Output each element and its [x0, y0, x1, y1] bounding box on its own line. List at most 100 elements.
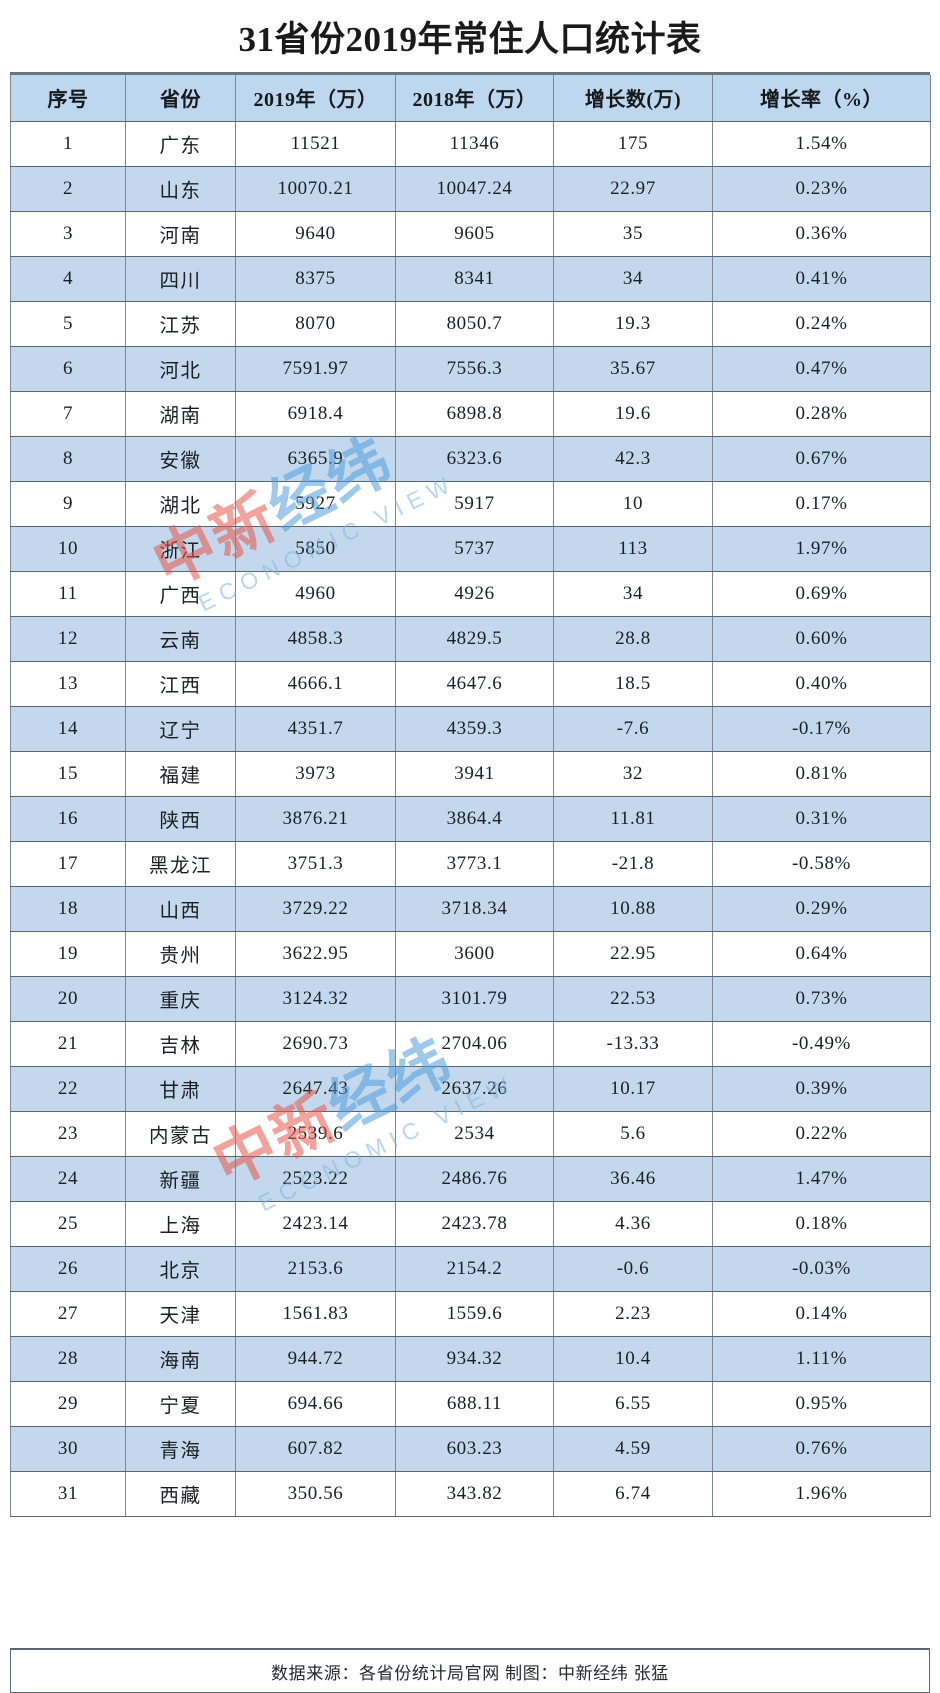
cell-province: 四川: [125, 255, 236, 302]
cell-rate: 1.11%: [712, 1335, 931, 1382]
cell-index: 31: [10, 1470, 126, 1517]
cell-2019: 4858.3: [235, 615, 396, 662]
cell-index: 21: [10, 1020, 126, 1067]
cell-growth: 6.55: [553, 1380, 713, 1427]
table-row: 11 广西 4960 4926 34 0.69%: [10, 570, 931, 617]
cell-rate: -0.17%: [712, 705, 931, 752]
table-row: 28 海南 944.72 934.32 10.4 1.11%: [10, 1335, 931, 1382]
cell-index: 22: [10, 1065, 126, 1112]
cell-2019: 4960: [235, 570, 396, 617]
cell-rate: 0.69%: [712, 570, 931, 617]
cell-index: 30: [10, 1425, 126, 1472]
table-header-row: 序号 省份 2019年（万） 2018年（万） 增长数(万) 增长率（%）: [10, 75, 931, 122]
cell-2019: 3876.21: [235, 795, 396, 842]
cell-index: 2: [10, 165, 126, 212]
cell-province: 宁夏: [125, 1380, 236, 1427]
cell-growth: -21.8: [553, 840, 713, 887]
cell-rate: 0.81%: [712, 750, 931, 797]
table-row: 19 贵州 3622.95 3600 22.95 0.64%: [10, 930, 931, 977]
cell-2018: 603.23: [395, 1425, 554, 1472]
cell-2018: 1559.6: [395, 1290, 554, 1337]
column-header-rate[interactable]: 增长率（%）: [712, 75, 931, 122]
cell-growth: 11.81: [553, 795, 713, 842]
cell-2019: 4666.1: [235, 660, 396, 707]
cell-2018: 3101.79: [395, 975, 554, 1022]
cell-2019: 5927: [235, 480, 396, 527]
cell-rate: 0.23%: [712, 165, 931, 212]
cell-growth: 4.59: [553, 1425, 713, 1472]
table-row: 24 新疆 2523.22 2486.76 36.46 1.47%: [10, 1155, 931, 1202]
cell-growth: -13.33: [553, 1020, 713, 1067]
table-row: 10 浙江 5850 5737 113 1.97%: [10, 525, 931, 572]
cell-2018: 2486.76: [395, 1155, 554, 1202]
cell-index: 20: [10, 975, 126, 1022]
cell-2018: 4829.5: [395, 615, 554, 662]
cell-2018: 11346: [395, 120, 554, 167]
cell-rate: 0.73%: [712, 975, 931, 1022]
cell-rate: 1.47%: [712, 1155, 931, 1202]
table-row: 31 西藏 350.56 343.82 6.74 1.96%: [10, 1470, 931, 1517]
cell-index: 18: [10, 885, 126, 932]
table-row: 13 江西 4666.1 4647.6 18.5 0.40%: [10, 660, 931, 707]
cell-growth: -0.6: [553, 1245, 713, 1292]
cell-rate: 0.17%: [712, 480, 931, 527]
table-row: 18 山西 3729.22 3718.34 10.88 0.29%: [10, 885, 931, 932]
table-row: 5 江苏 8070 8050.7 19.3 0.24%: [10, 300, 931, 347]
cell-province: 河北: [125, 345, 236, 392]
cell-index: 7: [10, 390, 126, 437]
cell-growth: 19.3: [553, 300, 713, 347]
cell-growth: 10.17: [553, 1065, 713, 1112]
table-row: 25 上海 2423.14 2423.78 4.36 0.18%: [10, 1200, 931, 1247]
column-header-growth[interactable]: 增长数(万): [553, 75, 713, 122]
cell-index: 13: [10, 660, 126, 707]
cell-index: 17: [10, 840, 126, 887]
cell-growth: 18.5: [553, 660, 713, 707]
cell-rate: 0.29%: [712, 885, 931, 932]
cell-2019: 2153.6: [235, 1245, 396, 1292]
cell-2018: 3718.34: [395, 885, 554, 932]
cell-2018: 6323.6: [395, 435, 554, 482]
table-row: 2 山东 10070.21 10047.24 22.97 0.23%: [10, 165, 931, 212]
table-row: 3 河南 9640 9605 35 0.36%: [10, 210, 931, 257]
cell-growth: 32: [553, 750, 713, 797]
cell-rate: 0.47%: [712, 345, 931, 392]
cell-index: 14: [10, 705, 126, 752]
cell-growth: 10.88: [553, 885, 713, 932]
cell-growth: 175: [553, 120, 713, 167]
cell-province: 内蒙古: [125, 1110, 236, 1157]
cell-2019: 2423.14: [235, 1200, 396, 1247]
cell-province: 浙江: [125, 525, 236, 572]
cell-2019: 4351.7: [235, 705, 396, 752]
cell-growth: 36.46: [553, 1155, 713, 1202]
column-header-2018[interactable]: 2018年（万）: [395, 75, 554, 122]
cell-2019: 944.72: [235, 1335, 396, 1382]
cell-index: 29: [10, 1380, 126, 1427]
cell-rate: 1.54%: [712, 120, 931, 167]
cell-index: 11: [10, 570, 126, 617]
cell-2019: 3729.22: [235, 885, 396, 932]
cell-2018: 10047.24: [395, 165, 554, 212]
cell-province: 北京: [125, 1245, 236, 1292]
cell-province: 广东: [125, 120, 236, 167]
cell-province: 西藏: [125, 1470, 236, 1517]
cell-2018: 4926: [395, 570, 554, 617]
cell-2018: 3600: [395, 930, 554, 977]
cell-2018: 4647.6: [395, 660, 554, 707]
column-header-index[interactable]: 序号: [10, 75, 126, 122]
cell-province: 贵州: [125, 930, 236, 977]
cell-2018: 3864.4: [395, 795, 554, 842]
cell-rate: 0.41%: [712, 255, 931, 302]
column-header-2019[interactable]: 2019年（万）: [235, 75, 396, 122]
cell-2019: 8375: [235, 255, 396, 302]
cell-rate: 0.76%: [712, 1425, 931, 1472]
cell-province: 陕西: [125, 795, 236, 842]
cell-growth: 2.23: [553, 1290, 713, 1337]
cell-2019: 2647.43: [235, 1065, 396, 1112]
cell-2018: 4359.3: [395, 705, 554, 752]
cell-growth: 6.74: [553, 1470, 713, 1517]
cell-growth: 10: [553, 480, 713, 527]
column-header-province[interactable]: 省份: [125, 75, 236, 122]
table-row: 23 内蒙古 2539.6 2534 5.6 0.22%: [10, 1110, 931, 1157]
table-row: 9 湖北 5927 5917 10 0.17%: [10, 480, 931, 527]
page-title: 31省份2019年常住人口统计表: [238, 19, 702, 59]
